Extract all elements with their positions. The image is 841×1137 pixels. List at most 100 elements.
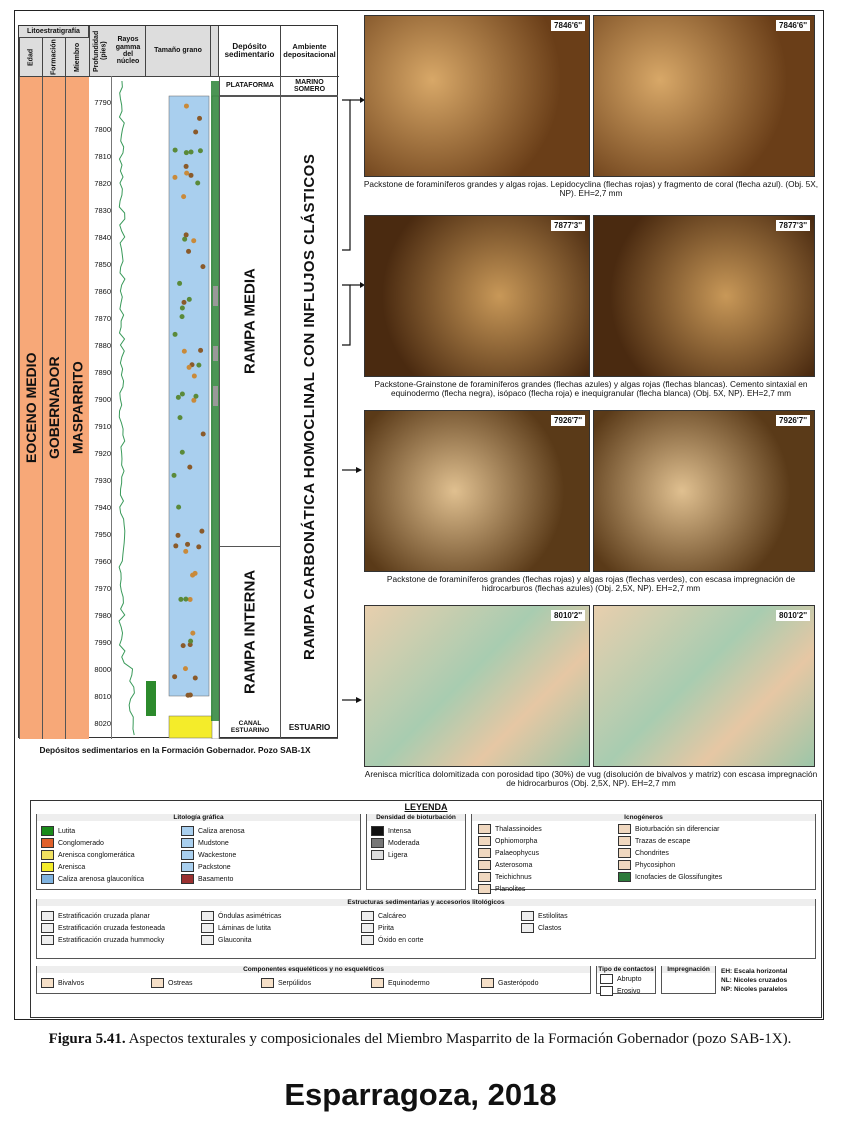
figure-caption: Figura 5.41. Aspectos texturales y compo…	[40, 1025, 800, 1054]
legend-swatch	[361, 935, 374, 945]
abbreviation: NP: Nicoles paralelos	[721, 986, 788, 993]
legend-item: Phycosiphon	[618, 859, 675, 871]
legend-label: Arenisca conglomerática	[58, 851, 135, 859]
micrograph: 8010'2''	[364, 605, 590, 767]
legend-label: Phycosiphon	[635, 861, 676, 869]
legend-item: Óndulas asimétricas	[201, 910, 281, 922]
legend-swatch	[41, 838, 54, 848]
photo-caption: Packstone de foraminíferos grandes (flec…	[386, 574, 796, 594]
legend-label: Glauconita	[218, 936, 252, 944]
legend-section: Tipo de contactos Abrupto Erosivo	[596, 966, 656, 996]
legend-label: Equinodermo	[388, 979, 430, 987]
depth-label: 8000	[94, 665, 111, 674]
legend-item: Láminas de lutita	[201, 922, 271, 934]
depth-label: 7900	[94, 395, 111, 404]
legend-swatch	[41, 850, 54, 860]
legend-label: Caliza arenosa	[198, 827, 245, 835]
legend-swatch	[478, 824, 491, 834]
legend-swatch	[478, 848, 491, 858]
legend-swatch	[41, 874, 54, 884]
micrograph: 7926'7''	[593, 410, 815, 572]
legend-swatch	[201, 935, 214, 945]
legend-item: Moderada	[371, 837, 420, 849]
environment: MARINO SOMERO	[281, 76, 338, 96]
legend-swatch	[478, 836, 491, 846]
legend-section: Densidad de bioturbación Intensa Moderada L…	[366, 814, 466, 890]
legend: LEYENDA Litología gráfica Lutita Conglomer…	[30, 800, 822, 1018]
legend-label: Ophiomorpha	[495, 837, 538, 845]
depth-label: 7820	[94, 179, 111, 188]
legend-swatch	[600, 986, 613, 996]
legend-section-title: Icnogéneros	[472, 814, 815, 821]
legend-label: Estratificación cruzada hummocky	[58, 936, 165, 944]
legend-swatch	[151, 978, 164, 988]
legend-label: Conglomerado	[58, 839, 104, 847]
deposit: PLATAFORMA	[219, 76, 281, 96]
depth-tag: 7926'7''	[551, 415, 585, 426]
header-rule	[19, 76, 339, 77]
legend-item: Caliza arenosa glauconítica	[41, 873, 144, 885]
legend-item: Estratificación cruzada planar	[41, 910, 150, 922]
header-deposit: Depósito sedimentario	[219, 26, 281, 76]
legend-swatch	[521, 923, 534, 933]
legend-item: Thalassinoides	[478, 823, 542, 835]
depth-tag: 7926'7''	[776, 415, 810, 426]
legend-label: Óndulas asimétricas	[218, 912, 282, 920]
legend-section-title: Tipo de contactos	[597, 966, 655, 973]
depth-label: 7970	[94, 584, 111, 593]
legend-section: Componentes esqueléticos y no esquelétic…	[36, 966, 591, 994]
depth-label: 7990	[94, 638, 111, 647]
depth-label: 7850	[94, 260, 111, 269]
legend-swatch	[201, 923, 214, 933]
header-group: Litoestratigrafía	[19, 26, 89, 38]
log-caption: Depósitos sedimentarios en la Formación …	[39, 745, 311, 755]
credit: Esparragoza, 2018	[284, 1077, 557, 1112]
legend-swatch	[481, 978, 494, 988]
legend-label: Teichichnus	[495, 873, 532, 881]
header-grain: Tamaño grano	[146, 26, 211, 76]
micrograph: 7846'6''	[364, 15, 590, 177]
legend-label: Óxido en corte	[378, 936, 424, 944]
legend-label: Gasterópodo	[498, 979, 539, 987]
legend-item: Bivalvos	[41, 977, 84, 989]
photo-caption: Packstone-Grainstone de foraminíferos gr…	[374, 379, 808, 399]
connectors	[342, 97, 365, 703]
legend-swatch	[478, 884, 491, 894]
legend-section-title: Estructuras sedimentarias y accesorios l…	[37, 899, 815, 906]
depth-label: 7810	[94, 152, 111, 161]
legend-item: Arenisca conglomerática	[41, 849, 135, 861]
legend-swatch	[41, 826, 54, 836]
legend-swatch	[371, 850, 384, 860]
depth-label: 7870	[94, 314, 111, 323]
legend-section: Impregnación	[661, 966, 716, 994]
legend-swatch	[618, 824, 631, 834]
legend-item: Ostreas	[151, 977, 193, 989]
legend-swatch	[618, 848, 631, 858]
legend-item: Wackestone	[181, 849, 236, 861]
legend-label: Icnofacies de Glossifungites	[635, 873, 723, 881]
depth-tag: 7877'3''	[551, 220, 585, 231]
depth-label: 8020	[94, 719, 111, 728]
legend-label: Asterosoma	[495, 861, 533, 869]
well-log: Litoestratigrafía Edad EOCENO MEDIO Formaci…	[18, 25, 339, 739]
legend-label: Estratificación cruzada festoneada	[58, 924, 166, 932]
legend-label: Lutita	[58, 827, 76, 835]
legend-label: Packstone	[198, 863, 231, 871]
legend-item: Bioturbación sin diferenciar	[618, 823, 719, 835]
legend-label: Serpúlidos	[278, 979, 312, 987]
legend-swatch	[478, 860, 491, 870]
depth-rule	[111, 76, 112, 739]
legend-label: Estratificación cruzada planar	[58, 912, 150, 920]
legend-item: Caliza arenosa	[181, 825, 245, 837]
legend-title: LEYENDA	[404, 802, 448, 812]
legend-item: Intensa	[371, 825, 411, 837]
legend-label: Abrupto	[617, 975, 642, 983]
legend-swatch	[181, 850, 194, 860]
legend-label: Ligera	[388, 851, 408, 859]
legend-item: Estratificación cruzada hummocky	[41, 934, 164, 946]
legend-swatch	[478, 872, 491, 882]
micrograph: 7846'6''	[593, 15, 815, 177]
depth-tag: 7846'6''	[776, 20, 810, 31]
legend-item: Planolites	[478, 883, 525, 895]
depth-label: 7860	[94, 287, 111, 296]
